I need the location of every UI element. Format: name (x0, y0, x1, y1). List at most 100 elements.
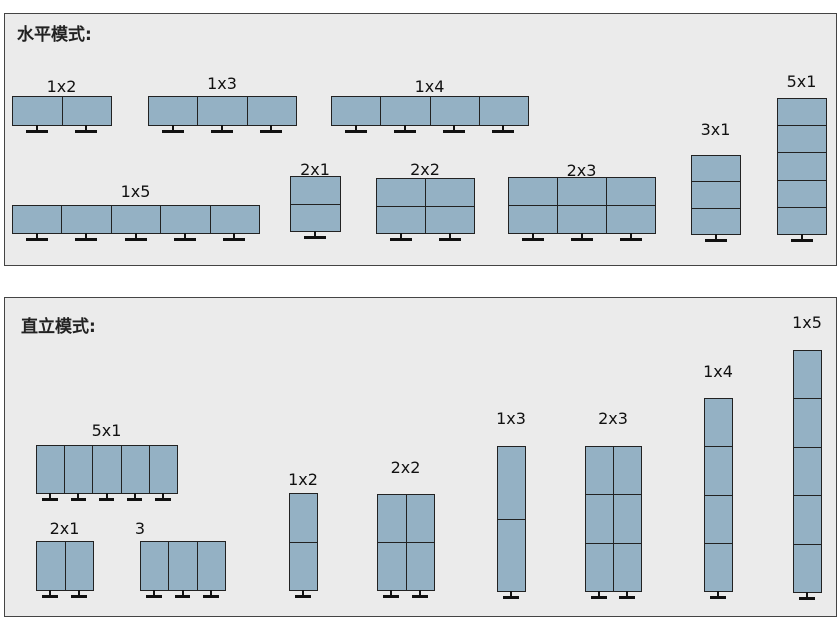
monitor-screen (120, 445, 150, 494)
monitor-grid (691, 155, 741, 235)
monitor-grid (585, 446, 642, 592)
monitor-screen (36, 541, 66, 591)
monitor-screen (793, 495, 822, 545)
arrangement-vertical-1x4 (704, 398, 733, 599)
monitor-screen (777, 152, 827, 181)
monitor-grid (12, 96, 112, 126)
arrangement-label: 1x5 (792, 313, 822, 332)
arrangement-vertical-1x2 (289, 493, 318, 598)
arrangement-vertical-1x5 (793, 350, 822, 600)
monitor-screen (148, 445, 178, 494)
monitor-grid (36, 541, 94, 591)
monitor-screen (704, 542, 733, 592)
monitor-screen (405, 494, 435, 543)
monitor-screen (793, 543, 822, 593)
monitor-screen (64, 541, 94, 591)
monitor-screen (704, 398, 733, 448)
monitor-screen (704, 446, 733, 496)
arrangement-horizontal-2x3 (508, 177, 656, 241)
monitor-screen (61, 205, 112, 234)
monitor-screen (429, 96, 480, 126)
arrangement-label: 1x2 (46, 77, 77, 96)
monitor-screen (585, 446, 614, 496)
monitor-screen (613, 494, 642, 544)
monitor-grid (289, 493, 318, 591)
arrangement-vertical-2x2 (377, 494, 435, 598)
arrangement-label: 5x1 (91, 421, 122, 440)
monitor-screen (557, 177, 607, 206)
monitor-screen (160, 205, 211, 234)
arrangement-label: 2x1 (300, 160, 330, 179)
monitor-grid (793, 350, 822, 593)
arrangement-horizontal-2x1 (290, 176, 341, 239)
arrangement-label: 1x4 (414, 77, 445, 96)
arrangement-label: 2x2 (390, 458, 421, 477)
arrangement-horizontal-1x3 (148, 96, 297, 133)
arrangement-label: 3 (134, 519, 146, 538)
monitor-grid (140, 541, 226, 591)
arrangement-horizontal-3x1 (691, 155, 741, 242)
monitor-screen (380, 96, 431, 126)
monitor-screen (793, 398, 822, 448)
monitor-screen (557, 205, 607, 234)
arrangement-label: 1x4 (703, 362, 733, 381)
monitor-screen (793, 350, 822, 400)
arrangement-vertical-3 (140, 541, 226, 598)
monitor-screen (331, 96, 382, 126)
monitor-grid (12, 205, 260, 234)
monitor-screen (290, 176, 341, 205)
monitor-screen (196, 541, 226, 591)
monitor-screen (704, 494, 733, 544)
monitor-grid (704, 398, 733, 592)
monitor-grid (148, 96, 297, 126)
monitor-screen (425, 205, 475, 234)
vertical-mode-title: 直立模式: (21, 317, 96, 337)
monitor-screen (64, 445, 94, 494)
arrangement-label: 1x2 (288, 470, 318, 489)
monitor-screen (777, 125, 827, 154)
arrangement-label: 2x1 (49, 519, 80, 538)
arrangement-label: 1x3 (496, 409, 526, 428)
monitor-screen (289, 541, 318, 591)
monitor-grid (377, 494, 435, 591)
arrangement-label: 5x1 (786, 72, 817, 91)
arrangement-label: 2x2 (410, 160, 440, 179)
arrangement-label: 2x3 (598, 409, 628, 428)
monitor-screen (197, 96, 248, 126)
monitor-screen (289, 493, 318, 543)
monitor-grid (508, 177, 656, 234)
monitor-screen (613, 542, 642, 592)
arrangement-label: 1x5 (120, 182, 151, 201)
monitor-grid (36, 445, 178, 494)
monitor-screen (209, 205, 260, 234)
horizontal-mode-title: 水平模式: (17, 25, 92, 45)
monitor-grid (376, 178, 475, 234)
arrangement-label: 2x3 (566, 161, 597, 180)
monitor-screen (168, 541, 198, 591)
arrangement-horizontal-2x2 (376, 178, 475, 241)
monitor-screen (585, 494, 614, 544)
arrangement-vertical-1x3 (497, 446, 526, 599)
monitor-screen (290, 203, 341, 232)
arrangement-label: 1x3 (207, 74, 237, 93)
arrangement-horizontal-1x2 (12, 96, 112, 133)
monitor-screen (148, 96, 199, 126)
monitor-screen (405, 542, 435, 591)
monitor-screen (508, 205, 558, 234)
arrangement-vertical-5x1 (36, 445, 178, 501)
monitor-screen (36, 445, 66, 494)
monitor-screen (425, 178, 475, 207)
monitor-screen (140, 541, 170, 591)
monitor-screen (606, 205, 656, 234)
monitor-screen (110, 205, 162, 234)
monitor-screen (585, 542, 614, 592)
arrangement-vertical-2x1 (36, 541, 94, 598)
monitor-screen (376, 178, 426, 207)
monitor-screen (376, 205, 426, 234)
monitor-screen (691, 207, 741, 235)
arrangement-horizontal-5x1 (777, 98, 827, 242)
monitor-grid (497, 446, 526, 592)
monitor-screen (377, 542, 407, 591)
monitor-screen (691, 181, 741, 209)
monitor-screen (246, 96, 297, 126)
